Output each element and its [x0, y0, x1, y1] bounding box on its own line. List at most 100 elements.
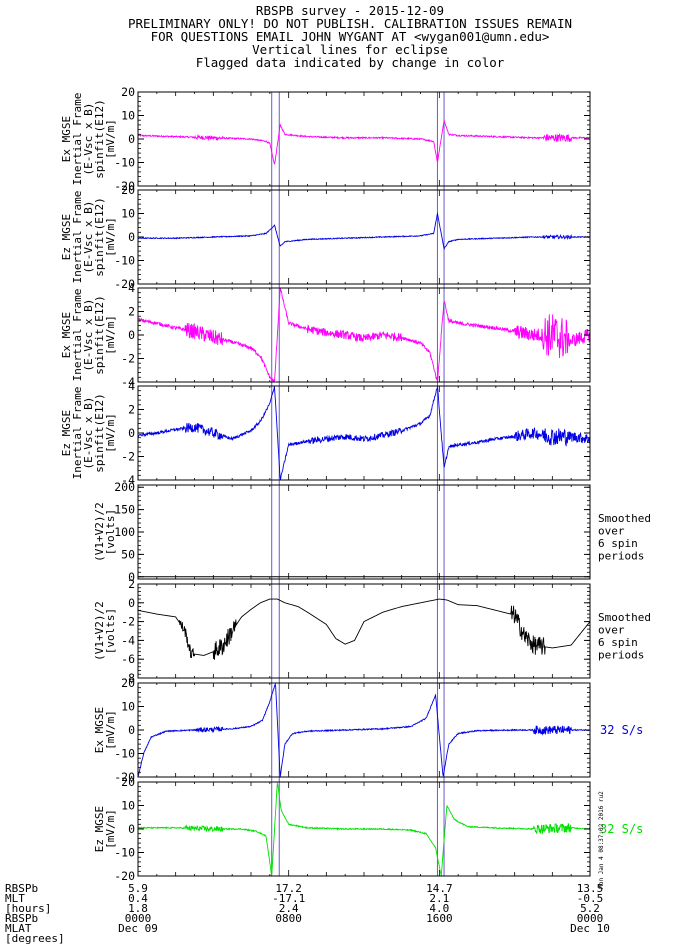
panel-8-series-line — [138, 782, 590, 876]
x-axis-tick-4-value-2: -0.5 — [577, 892, 604, 905]
panel-6-right-label-3: 6 spin — [598, 636, 638, 649]
chart-subtitle-eclipse: Vertical lines for eclipse — [252, 42, 448, 57]
panel-5-right-label-1: Smoothed — [598, 512, 651, 525]
panel-8-ytick-label-0: 20 — [121, 775, 135, 789]
panel-5: 200 150 100 50 0 (V1+V2)/2[volts] Smoothedover… — [93, 480, 651, 584]
eclipse-markers — [271, 92, 445, 876]
panel-2-ytick-label-0: 20 — [121, 183, 135, 197]
x-axis-row-label-3: [hours] — [5, 902, 51, 915]
panel-4-ytick-label-1: 2 — [128, 403, 135, 417]
x-axis-row-label-2: MLT — [5, 892, 25, 905]
panel-8-ytick-label-3: -10 — [114, 846, 135, 860]
panel-8-right-label-1: 32 S/s — [600, 822, 643, 836]
panel-6-ytick-label-2: -2 — [121, 615, 135, 629]
panel-6-right-label-2: over — [598, 624, 625, 637]
panel-5-ylabel-line-2: [volts] — [104, 509, 117, 555]
panel-1-ylabel-line-4: spinfit(E12) — [93, 99, 106, 178]
x-axis-tick-1-value-1: 5.9 — [128, 882, 148, 895]
panel-4-ytick-label-0: 4 — [128, 379, 135, 393]
panel-3-ylabel-line-1: Ex MGSE — [60, 312, 73, 358]
panel-4-ytick-label-2: 0 — [128, 426, 135, 440]
panel-4-ylabel-line-3: (E-Vsc x B) — [82, 397, 95, 470]
panel-2-ylabel-line-5: [mV/m] — [104, 217, 117, 257]
panel-4-ylabel-line-1: Ez MGSE — [60, 410, 73, 456]
panel-2-series-line — [138, 211, 590, 251]
panel-3-ylabel-line-2: Inertial Frame — [71, 289, 84, 382]
panel-6-ytick-label-0: 2 — [128, 577, 135, 591]
panel-7-ytick-label-1: 10 — [121, 700, 135, 714]
x-axis-tick-4-value-4: 0000 — [577, 912, 604, 925]
panel-5-ytick-label-2: 100 — [114, 525, 135, 539]
panel-5-right-label-4: periods — [598, 550, 644, 563]
x-axis-tick-4-value-1: 13.5 — [577, 882, 604, 895]
panel-3-ylabel-line-3: (E-Vsc x B) — [82, 299, 95, 372]
panel-4-series-line — [138, 386, 590, 480]
panel-2-ytick-label-3: -10 — [114, 254, 135, 268]
panel-2-ylabel-line-2: Inertial Frame — [71, 191, 84, 284]
panel-2-ytick-label-1: 10 — [121, 207, 135, 221]
panel-6: 2 0 -2 -4 -6 -8 (V1+V2)/2[volts] Smoothedover6 … — [93, 577, 651, 685]
panel-5-ytick-label-0: 200 — [114, 480, 135, 494]
panel-6-ytick-label-5: -8 — [121, 671, 135, 685]
panel-1-ytick-label-4: -20 — [114, 179, 135, 193]
x-axis-tick-1-value-4: 0000 — [125, 912, 152, 925]
panel-3-ylabel-line-4: spinfit(E12) — [93, 295, 106, 374]
panel-7-ytick-label-0: 20 — [121, 676, 135, 690]
x-axis-tick-1-value-2: 0.4 — [128, 892, 148, 905]
panel-3-ytick-label-2: 0 — [128, 328, 135, 342]
panel-7-ylabel-line-2: [mV/m] — [104, 710, 117, 750]
panel-8-ylabel-line-2: [mV/m] — [104, 809, 117, 849]
panel-8-ytick-label-4: -20 — [114, 869, 135, 883]
panel-4-ylabel-line-2: Inertial Frame — [71, 387, 84, 480]
x-axis-tick-2-value-2: -17.1 — [272, 892, 305, 905]
panel-6-ytick-label-3: -4 — [121, 633, 135, 647]
panel-8: 20 10 0 -10 -20 Ez MGSE[mV/m] 32 S/s — [93, 775, 643, 883]
panel-1-ylabel-line-2: Inertial Frame — [71, 93, 84, 186]
x-axis-row-label-4: RBSPb — [5, 912, 38, 925]
chart-title: RBSPB survey - 2015-12-09 — [255, 3, 445, 18]
panel-5-ytick-label-4: 0 — [128, 570, 135, 584]
x-axis-tick-2-value-3: 2.4 — [279, 902, 299, 915]
panel-3-ylabel-line-5: [mV/m] — [104, 315, 117, 355]
x-axis-tick-3-value-1: 14.7 — [426, 882, 453, 895]
panel-3-ytick-label-4: -4 — [121, 375, 135, 389]
panel-4-ytick-label-4: -4 — [121, 473, 135, 487]
panel-7-ytick-label-2: 0 — [128, 723, 135, 737]
panel-6-series-line — [138, 598, 590, 660]
x-axis-row-label-6: [degrees] — [5, 932, 65, 945]
panel-5-frame — [137, 484, 591, 580]
x-axis-tick-1-value-3: 1.8 — [128, 902, 148, 915]
panel-1-ytick-label-3: -10 — [114, 156, 135, 170]
panel-7-ylabel-line-1: Ex MGSE — [93, 707, 106, 753]
panel-2-ytick-label-4: -20 — [114, 277, 135, 291]
x-axis-tick-1-value-5: Dec 09 — [118, 922, 158, 935]
x-axis-tick-2-value-4: 0800 — [275, 912, 302, 925]
panel-1-ylabel-line-1: Ex MGSE — [60, 116, 73, 162]
panel-8-ylabel-line-1: Ez MGSE — [93, 806, 106, 852]
panel-4-ylabel-line-4: spinfit(E12) — [93, 393, 106, 472]
x-axis-labels: RBSPbMLT[hours]RBSPbMLAT[degrees]5.90.41… — [5, 882, 610, 945]
x-axis-row-label-1: RBSPb — [5, 882, 38, 895]
panel-1-ytick-label-0: 20 — [121, 85, 135, 99]
chart-subtitle-flagged: Flagged data indicated by change in colo… — [195, 55, 505, 70]
x-axis-tick-3-value-3: 4.0 — [429, 902, 449, 915]
x-axis-tick-4-value-5: Dec 10 — [570, 922, 610, 935]
panel-1-ylabel-line-3: (E-Vsc x B) — [82, 103, 95, 176]
x-axis-tick-4-value-3: 5.2 — [580, 902, 600, 915]
panel-6-ylabel-line-1: (V1+V2)/2 — [93, 601, 106, 661]
panel-6-ytick-label-4: -6 — [121, 652, 135, 666]
panel-4-ylabel-line-5: [mV/m] — [104, 413, 117, 453]
panel-7-ytick-label-3: -10 — [114, 747, 135, 761]
panel-6-frame — [137, 583, 591, 679]
panel-3-ytick-label-0: 4 — [128, 281, 135, 295]
panel-8-ytick-label-1: 10 — [121, 799, 135, 813]
x-axis-tick-3-value-2: 2.1 — [429, 892, 449, 905]
chart-subtitle-warning: PRELIMINARY ONLY! DO NOT PUBLISH. CALIBR… — [127, 16, 572, 31]
panel-5-ylabel-line-1: (V1+V2)/2 — [93, 502, 106, 562]
panel-2-ylabel-line-3: (E-Vsc x B) — [82, 201, 95, 274]
panel-2-ylabel-line-1: Ez MGSE — [60, 214, 73, 260]
panel-2-ytick-label-2: 0 — [128, 230, 135, 244]
